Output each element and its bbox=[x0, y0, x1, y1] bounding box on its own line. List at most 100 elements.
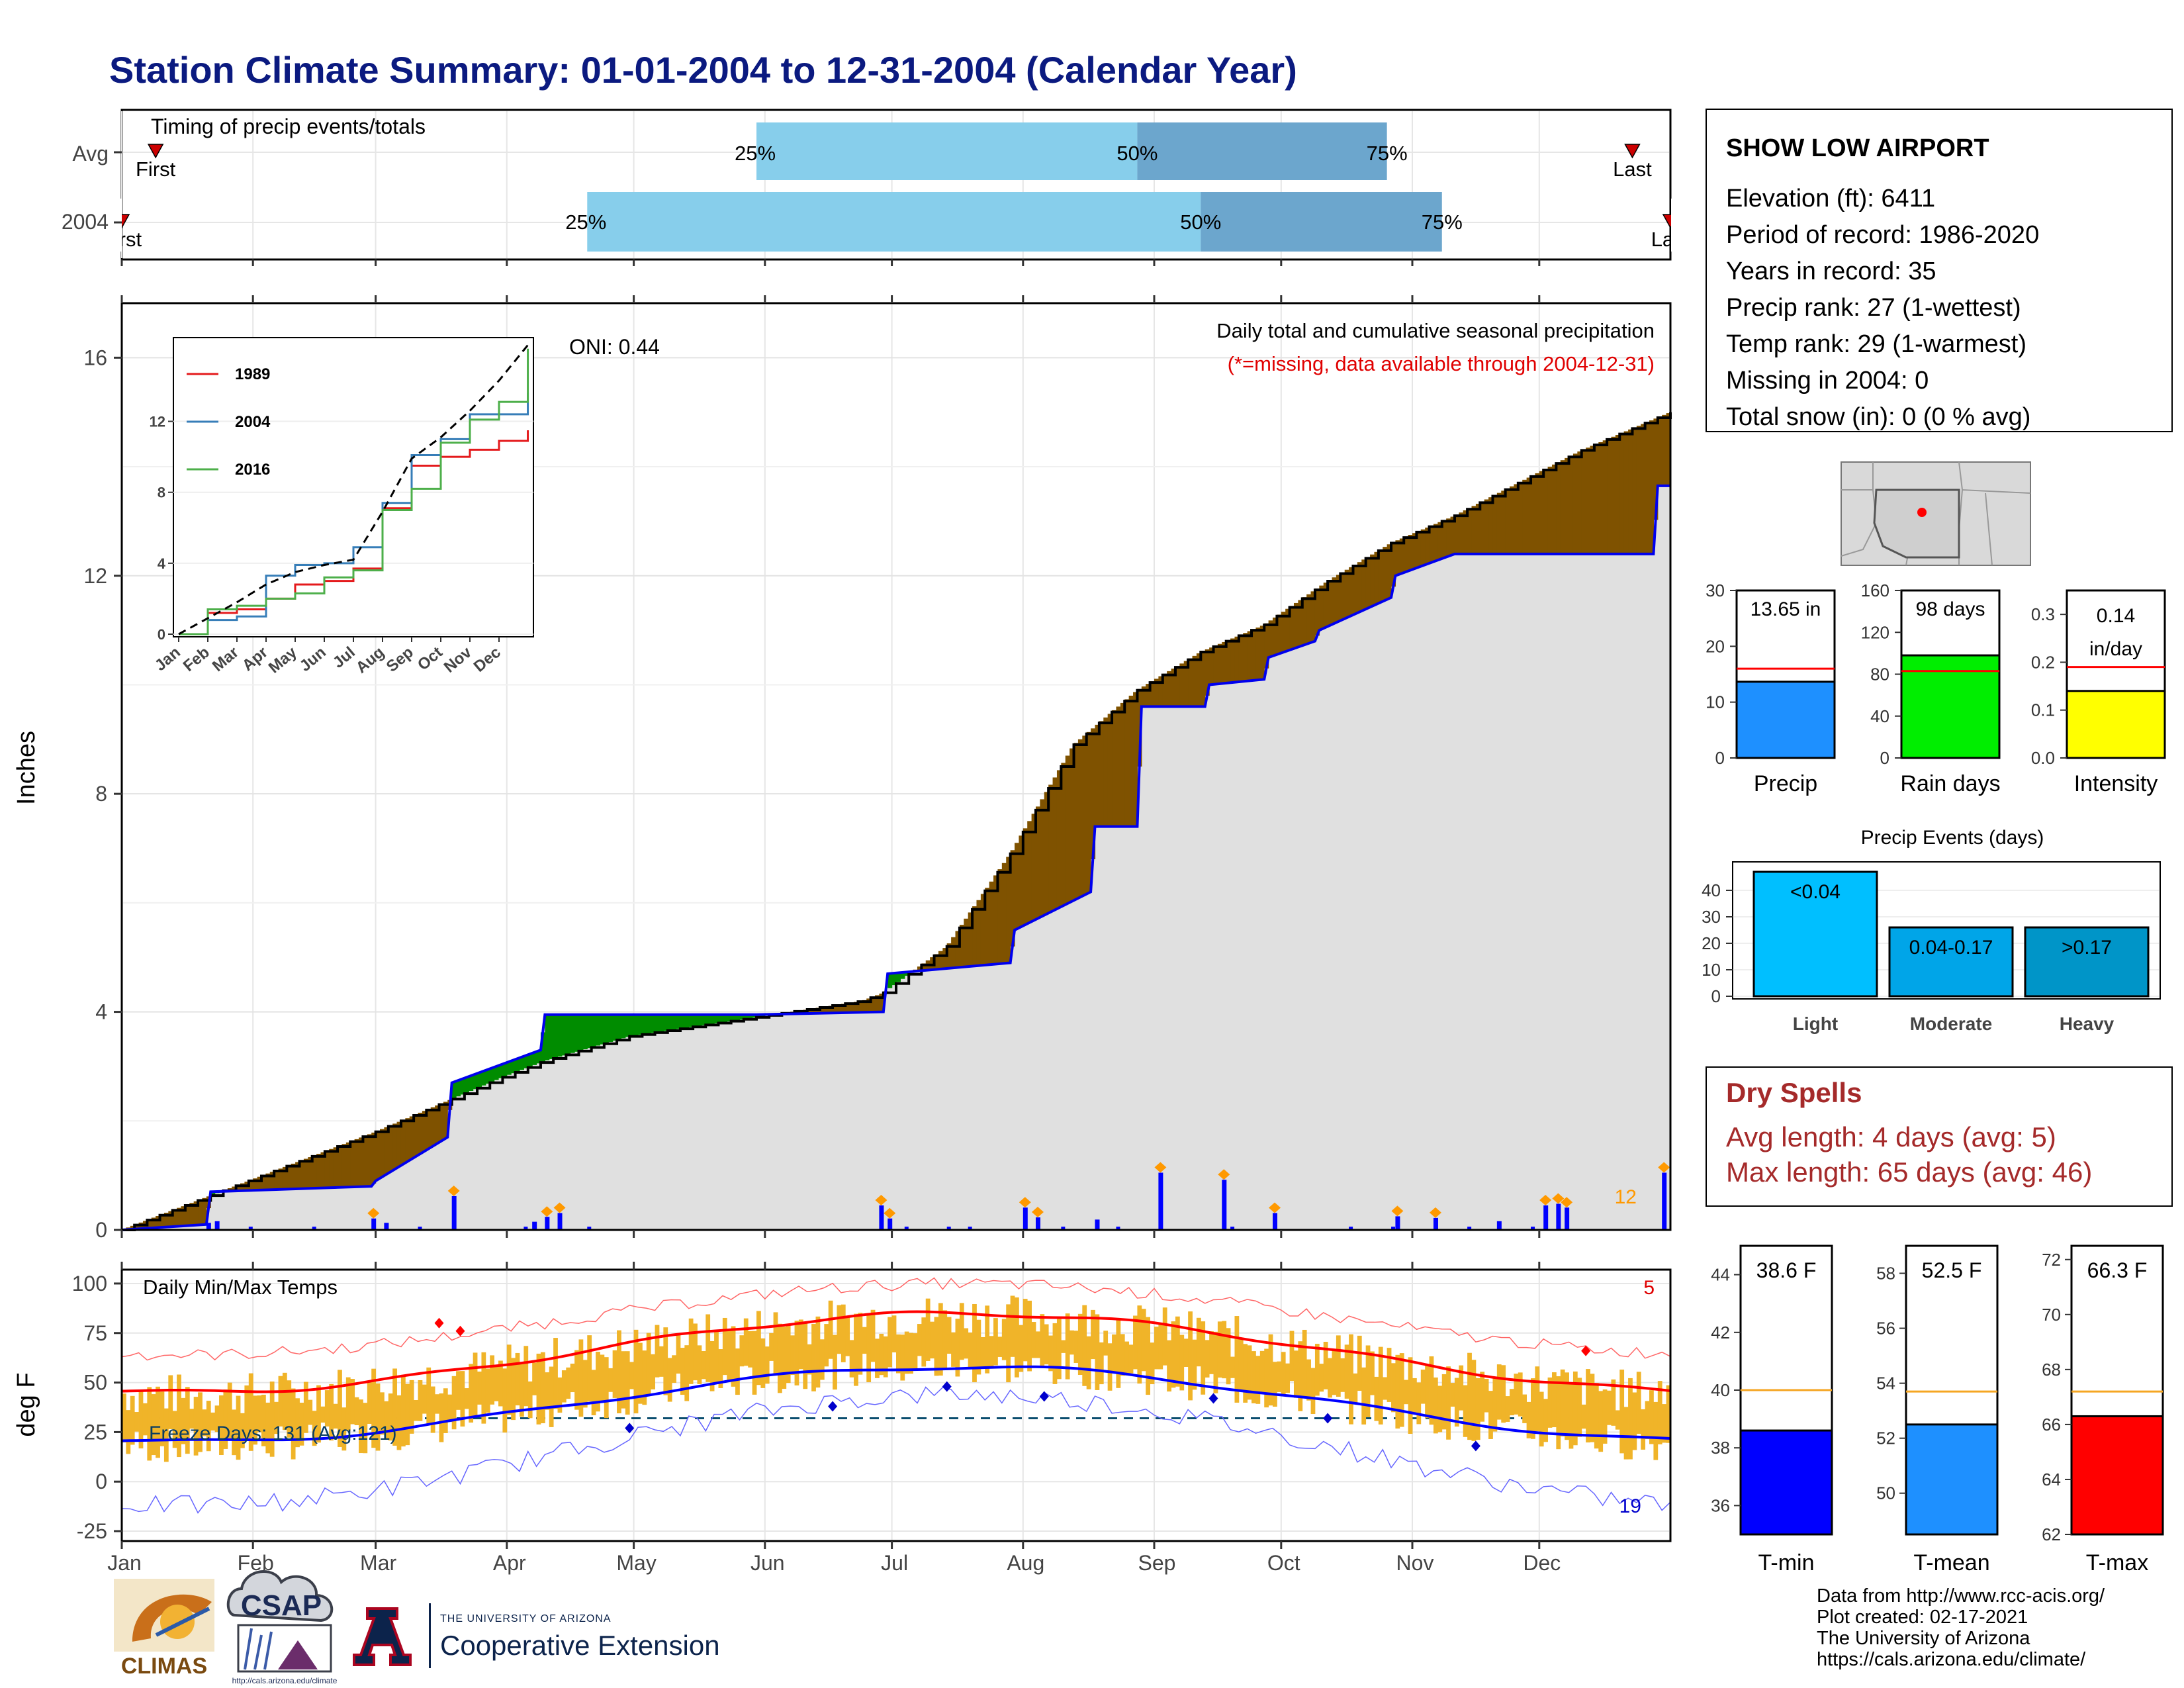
timing-p75-label: 75% bbox=[1422, 211, 1463, 234]
deficit-band bbox=[1505, 489, 1510, 554]
deficit-band bbox=[1459, 512, 1464, 554]
surplus-band bbox=[477, 1072, 482, 1088]
deficit-band bbox=[1475, 504, 1480, 554]
heavy-precip-marker bbox=[1031, 1207, 1044, 1218]
daily-temp-range bbox=[849, 1340, 854, 1378]
daily-temp-range bbox=[1471, 1360, 1477, 1441]
daily-temp-range bbox=[430, 1386, 435, 1433]
daily-temp-range bbox=[1666, 1385, 1671, 1443]
surplus-band bbox=[731, 1014, 736, 1021]
deficit-band bbox=[350, 1141, 355, 1188]
precip-ytick-label: 4 bbox=[95, 1000, 107, 1024]
daily-temp-range bbox=[240, 1413, 245, 1448]
deficit-band bbox=[1378, 549, 1383, 602]
daily-temp-range bbox=[1015, 1297, 1019, 1378]
daily-precip-bar bbox=[904, 1227, 909, 1230]
temp-bar-value-label: 66.3 F bbox=[2087, 1258, 2148, 1282]
mini-bar-value bbox=[2066, 690, 2166, 759]
deficit-band bbox=[1344, 569, 1349, 618]
daily-precip-bar bbox=[1467, 1227, 1472, 1230]
month-label: Dec bbox=[1523, 1551, 1561, 1575]
temp-bar-value-label: 52.5 F bbox=[1922, 1258, 1982, 1282]
daily-temp-range bbox=[629, 1362, 635, 1389]
daily-temp-range bbox=[566, 1367, 571, 1399]
surplus-band bbox=[210, 1192, 216, 1195]
surplus-band bbox=[502, 1063, 508, 1077]
daily-temp-range bbox=[1264, 1348, 1269, 1408]
surplus-band bbox=[659, 1014, 664, 1032]
mini-bar-tick-label: 20 bbox=[1706, 636, 1725, 656]
daily-temp-range bbox=[1213, 1331, 1218, 1393]
surplus-band bbox=[545, 1014, 550, 1060]
mini-bar-value-label: in/day bbox=[2089, 638, 2142, 660]
daily-temp-range bbox=[841, 1304, 846, 1362]
university-of-arizona-logo: THE UNIVERSITY OF ARIZONA Cooperative Ex… bbox=[353, 1603, 720, 1668]
daily-temp-range bbox=[1107, 1343, 1113, 1391]
temp-bar-tick-label: 56 bbox=[1876, 1319, 1895, 1338]
daily-temp-range bbox=[545, 1372, 550, 1410]
deficit-band bbox=[1492, 494, 1498, 554]
daily-temp-range bbox=[1141, 1309, 1146, 1372]
record-high-marker bbox=[434, 1317, 444, 1329]
daily-temp-range bbox=[1065, 1313, 1070, 1380]
daily-temp-range bbox=[693, 1323, 698, 1381]
daily-temp-range bbox=[875, 1338, 880, 1378]
surplus-band bbox=[672, 1014, 677, 1030]
daily-temp-range bbox=[1306, 1359, 1311, 1401]
csap-url: http://cals.arizona.edu/climate bbox=[232, 1676, 338, 1685]
daily-temp-range bbox=[934, 1317, 939, 1376]
deficit-band bbox=[1645, 422, 1650, 554]
daily-temp-range bbox=[909, 1333, 913, 1374]
deficit-band bbox=[1514, 484, 1519, 554]
events-title: Precip Events (days) bbox=[1861, 827, 2044, 849]
daily-temp-range bbox=[303, 1382, 308, 1433]
daily-temp-range bbox=[1488, 1391, 1493, 1439]
daily-temp-range bbox=[1556, 1376, 1561, 1450]
daily-temp-range bbox=[312, 1411, 317, 1446]
deficit-band bbox=[1611, 436, 1616, 554]
daily-precip-bar bbox=[1061, 1227, 1066, 1230]
dry-spells-max: Max length: 65 days (avg: 46) bbox=[1726, 1156, 2092, 1188]
deficit-band bbox=[1141, 686, 1146, 707]
deficit-band bbox=[1429, 526, 1434, 563]
deficit-band bbox=[1027, 821, 1032, 923]
mini-bar-value bbox=[1735, 680, 1836, 759]
deficit-band bbox=[1293, 602, 1298, 648]
daily-temp-range bbox=[1526, 1401, 1531, 1438]
daily-temp-range bbox=[1310, 1368, 1316, 1414]
mini-bar-label: Precip bbox=[1754, 771, 1817, 796]
deficit-band bbox=[1336, 575, 1341, 622]
daily-temp-range bbox=[380, 1392, 385, 1435]
daily-temp-range bbox=[1001, 1319, 1007, 1360]
deficit-band bbox=[1420, 529, 1426, 566]
daily-temp-range bbox=[1175, 1316, 1180, 1387]
deficit-band bbox=[1480, 501, 1485, 554]
deficit-band bbox=[248, 1180, 253, 1191]
deficit-band bbox=[430, 1107, 435, 1147]
deficit-band bbox=[964, 918, 969, 967]
deficit-band bbox=[1019, 835, 1024, 927]
temp-plot bbox=[121, 1277, 1671, 1514]
deficit-band bbox=[1082, 735, 1087, 896]
temp-bar-value bbox=[1905, 1423, 1999, 1536]
daily-temp-range bbox=[456, 1371, 461, 1410]
daily-temp-range bbox=[287, 1380, 292, 1438]
deficit-band bbox=[993, 875, 999, 964]
daily-temp-range bbox=[1323, 1342, 1328, 1389]
deficit-band bbox=[985, 888, 990, 965]
daily-temp-range bbox=[633, 1329, 639, 1414]
deficit-band bbox=[1501, 491, 1506, 554]
deficit-band bbox=[1091, 728, 1096, 859]
daily-temp-range bbox=[151, 1394, 156, 1456]
deficit-band bbox=[1522, 479, 1527, 554]
daily-temp-range bbox=[490, 1355, 495, 1405]
daily-precip-bar bbox=[968, 1227, 972, 1230]
precip-panel: 0 4 8 12 16 Inches Daily total and cumulativ… bbox=[13, 295, 1672, 1242]
daily-temp-range bbox=[1023, 1299, 1028, 1362]
daily-precip-bar bbox=[1395, 1216, 1400, 1230]
mini-bar-tick-label: 40 bbox=[1870, 706, 1889, 726]
deficit-band bbox=[1496, 492, 1502, 554]
deficit-band bbox=[172, 1209, 177, 1227]
record-low-line bbox=[121, 1386, 1671, 1514]
daily-temp-range bbox=[1404, 1380, 1409, 1405]
